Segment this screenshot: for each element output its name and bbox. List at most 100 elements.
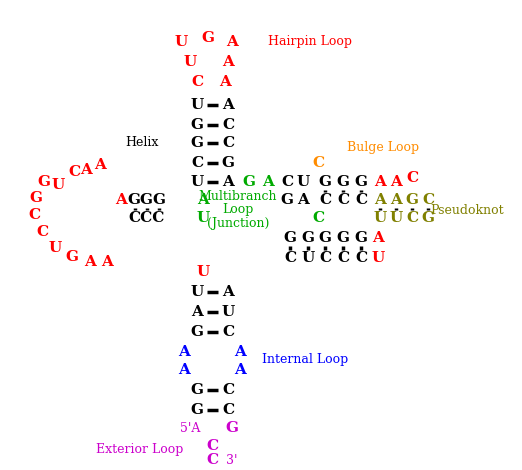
Text: C: C <box>406 211 418 225</box>
Text: G: G <box>201 31 215 45</box>
Text: A: A <box>234 345 246 359</box>
Text: C: C <box>422 193 434 207</box>
Text: G: G <box>354 175 367 189</box>
Text: CCC: CCC <box>129 211 165 225</box>
Text: C: C <box>222 403 234 417</box>
Text: A: A <box>101 255 113 269</box>
Text: G: G <box>283 231 296 245</box>
Text: C: C <box>312 156 324 170</box>
Text: A: A <box>374 193 386 207</box>
Text: C: C <box>222 136 234 150</box>
Text: G: G <box>65 250 78 264</box>
Text: C: C <box>337 251 349 265</box>
Text: A: A <box>226 35 238 49</box>
Text: U: U <box>183 55 197 69</box>
Text: U: U <box>296 175 310 189</box>
Text: G: G <box>421 211 434 225</box>
Text: Multibranch: Multibranch <box>199 189 277 203</box>
Text: Helix: Helix <box>125 136 159 149</box>
Text: 5'A: 5'A <box>180 422 200 434</box>
Text: G: G <box>191 403 204 417</box>
Text: C: C <box>312 211 324 225</box>
Text: A: A <box>222 55 234 69</box>
Text: G: G <box>191 383 204 397</box>
Text: C: C <box>222 383 234 397</box>
Text: Bulge Loop: Bulge Loop <box>347 141 419 155</box>
Text: U: U <box>221 305 234 319</box>
Text: C: C <box>319 193 331 207</box>
Text: G: G <box>337 175 350 189</box>
Text: G: G <box>30 191 42 205</box>
Text: G: G <box>221 156 234 170</box>
Text: A: A <box>222 175 234 189</box>
Text: A: A <box>262 175 274 189</box>
Text: U: U <box>373 211 387 225</box>
Text: U: U <box>196 211 210 225</box>
Text: U: U <box>196 265 210 279</box>
Text: A: A <box>178 363 190 377</box>
Text: A: A <box>222 285 234 299</box>
Text: C: C <box>406 171 418 185</box>
Text: G: G <box>354 231 367 245</box>
Text: A: A <box>80 163 92 177</box>
Text: G: G <box>191 136 204 150</box>
Text: A: A <box>222 98 234 112</box>
Text: C: C <box>206 453 218 467</box>
Text: C: C <box>319 251 331 265</box>
Text: Hairpin Loop: Hairpin Loop <box>268 36 352 48</box>
Text: A: A <box>94 158 106 172</box>
Text: C: C <box>222 325 234 339</box>
Text: C: C <box>36 225 48 239</box>
Text: C: C <box>68 165 80 179</box>
Text: G: G <box>280 193 293 207</box>
Text: G: G <box>226 421 239 435</box>
Text: G: G <box>318 231 331 245</box>
Text: C: C <box>191 156 203 170</box>
Text: G: G <box>406 193 419 207</box>
Text: 3': 3' <box>226 454 238 467</box>
Text: A: A <box>390 175 402 189</box>
Text: A: A <box>297 193 309 207</box>
Text: G: G <box>243 175 255 189</box>
Text: A: A <box>374 175 386 189</box>
Text: U: U <box>191 98 204 112</box>
Text: G: G <box>337 231 350 245</box>
Text: A: A <box>197 193 209 207</box>
Text: C: C <box>355 251 367 265</box>
Text: G: G <box>38 175 51 189</box>
Text: C: C <box>191 75 203 89</box>
Text: C: C <box>355 193 367 207</box>
Text: U: U <box>191 175 204 189</box>
Text: G: G <box>318 175 331 189</box>
Text: G: G <box>191 325 204 339</box>
Text: A: A <box>234 363 246 377</box>
Text: G: G <box>191 118 204 132</box>
Text: U: U <box>49 241 62 255</box>
Text: A: A <box>390 193 402 207</box>
Text: U: U <box>389 211 402 225</box>
Text: C: C <box>281 175 293 189</box>
Text: Internal Loop: Internal Loop <box>262 353 348 367</box>
Text: A: A <box>191 305 203 319</box>
Text: Pseudoknot: Pseudoknot <box>430 204 504 217</box>
Text: A: A <box>372 231 384 245</box>
Text: C: C <box>284 251 296 265</box>
Text: A: A <box>219 75 231 89</box>
Text: A: A <box>84 255 96 269</box>
Text: A: A <box>115 193 127 207</box>
Text: Loop: Loop <box>222 204 254 217</box>
Text: C: C <box>337 193 349 207</box>
Text: GGG: GGG <box>127 193 167 207</box>
Text: C: C <box>222 118 234 132</box>
Text: C: C <box>28 208 40 222</box>
Text: U: U <box>371 251 385 265</box>
Text: Exterior Loop: Exterior Loop <box>97 444 184 456</box>
Text: G: G <box>302 231 314 245</box>
Text: U: U <box>191 285 204 299</box>
Text: U: U <box>301 251 315 265</box>
Text: (Junction): (Junction) <box>207 218 269 230</box>
Text: U: U <box>174 35 187 49</box>
Text: A: A <box>178 345 190 359</box>
Text: C: C <box>206 439 218 453</box>
Text: U: U <box>51 178 65 192</box>
